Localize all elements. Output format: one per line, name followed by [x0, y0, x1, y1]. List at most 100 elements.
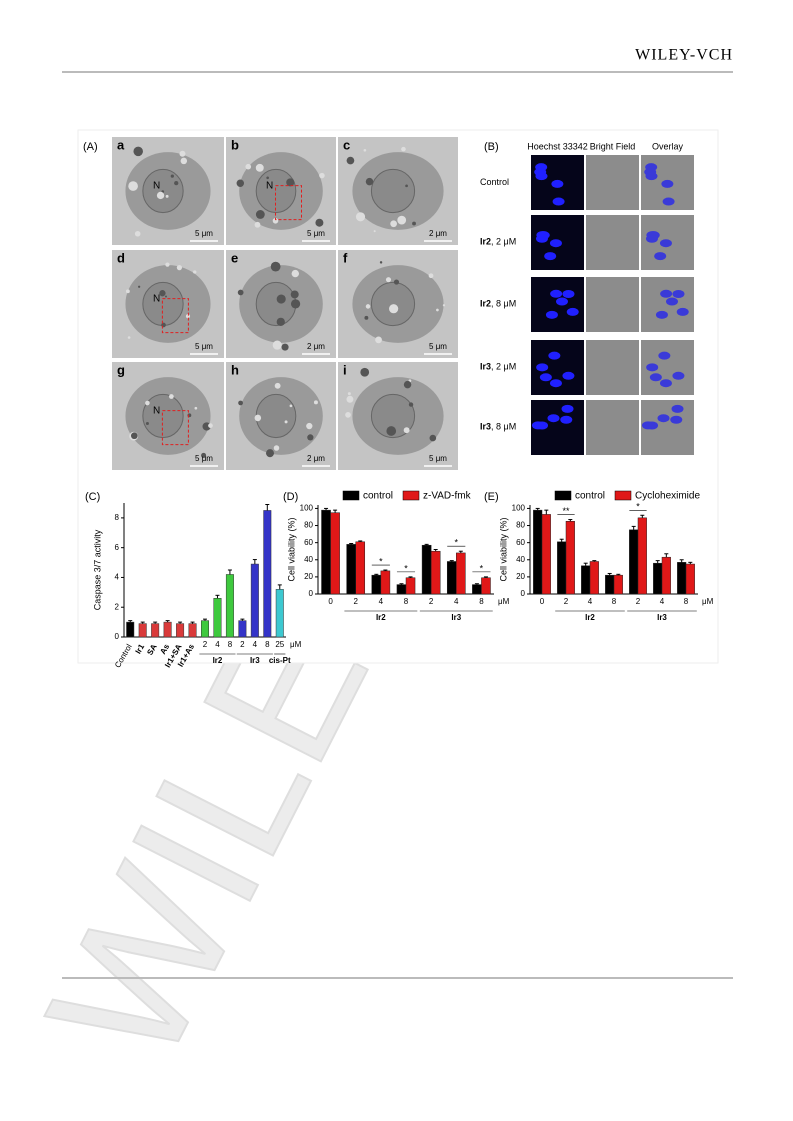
- y-tick-label: 0: [309, 589, 314, 598]
- nucleus-shape: [370, 393, 416, 439]
- organelle: [161, 322, 166, 328]
- organelle: [133, 146, 143, 157]
- zoom-box: [161, 298, 189, 334]
- stained-nucleus: [550, 289, 563, 298]
- bar: [446, 561, 457, 595]
- scale-label: 5 μm: [195, 229, 213, 238]
- y-tick-label: 60: [516, 538, 525, 547]
- zoom-box: [275, 185, 302, 221]
- stained-nucleus: [671, 404, 684, 413]
- organelle: [127, 336, 131, 339]
- stained-nucleus: [535, 163, 548, 172]
- bar: [605, 574, 615, 595]
- stained-nucleus: [646, 363, 659, 372]
- x-tick-label: 2: [429, 597, 434, 606]
- bar: [661, 556, 671, 595]
- organelle: [360, 367, 370, 377]
- y-axis-label: Cell viability (%): [286, 517, 296, 581]
- bar: [330, 512, 340, 595]
- bar: [371, 574, 382, 595]
- organelle: [319, 172, 325, 179]
- organelle: [307, 434, 314, 441]
- x-tick-label: 2: [353, 597, 358, 606]
- y-axis-label: Cell viability (%): [498, 517, 508, 581]
- bar: [456, 552, 466, 595]
- organelle: [201, 452, 207, 458]
- scale-label: 5 μm: [429, 454, 447, 463]
- organelle: [266, 176, 269, 180]
- organelle: [145, 400, 150, 406]
- organelle: [346, 395, 354, 403]
- organelle: [345, 412, 351, 418]
- organelle: [272, 340, 282, 350]
- bar: [581, 565, 591, 595]
- micrograph: [586, 340, 639, 395]
- organelle: [276, 317, 285, 326]
- stained-nucleus: [654, 252, 667, 261]
- stained-nucleus: [660, 289, 673, 298]
- stained-nucleus: [562, 289, 575, 298]
- organelle: [363, 148, 367, 152]
- stained-nucleus: [547, 414, 560, 423]
- scale-label: 2 μm: [429, 229, 447, 238]
- y-tick-label: 40: [304, 555, 313, 564]
- y-tick-label: 80: [516, 521, 525, 530]
- stained-nucleus: [645, 172, 658, 181]
- bar: [653, 562, 663, 595]
- scale-label: 5 μm: [195, 454, 213, 463]
- image-label: c: [343, 137, 350, 152]
- x-tick-label: 2: [203, 640, 208, 649]
- stained-nucleus: [535, 172, 548, 181]
- organelle: [306, 422, 313, 430]
- bar: [405, 577, 416, 595]
- y-tick-label: 8: [115, 513, 120, 522]
- stained-nucleus: [659, 239, 672, 248]
- row-label: Ir3, 8 μM: [480, 422, 516, 432]
- nucleus-shape: [370, 168, 416, 214]
- organelle: [281, 343, 289, 351]
- image-label: e: [231, 250, 238, 265]
- x-tick-label: 2: [564, 597, 569, 606]
- stained-nucleus: [645, 234, 658, 243]
- micrograph: [586, 215, 639, 270]
- nucleus-shape: [142, 281, 184, 327]
- organelle: [156, 191, 165, 200]
- legend-label: control: [363, 491, 393, 502]
- stained-nucleus: [670, 415, 683, 424]
- organelle: [393, 279, 400, 285]
- organelle: [255, 163, 264, 172]
- group-label: Ir2: [376, 613, 386, 622]
- organelle: [179, 150, 186, 157]
- organelle: [386, 426, 397, 436]
- organelle: [291, 269, 300, 278]
- x-tick-label: 8: [228, 640, 233, 649]
- panel-label: (E): [484, 491, 499, 503]
- bar: [637, 517, 647, 595]
- organelle: [290, 290, 299, 299]
- y-tick-label: 20: [516, 572, 525, 581]
- y-tick-label: 20: [304, 572, 313, 581]
- organelle: [405, 184, 408, 188]
- organelle: [276, 294, 286, 304]
- scale-label: 5 μm: [429, 342, 447, 351]
- bar: [533, 509, 543, 595]
- column-header: Overlay: [652, 141, 684, 151]
- y-tick-label: 80: [304, 521, 313, 530]
- compound: Ir2: [480, 237, 491, 247]
- organelle: [165, 262, 170, 267]
- bar: [421, 544, 432, 595]
- dose: , 8 μM: [491, 422, 516, 432]
- bar: [263, 510, 272, 638]
- organelle: [364, 315, 369, 320]
- stained-nucleus: [544, 252, 557, 261]
- y-tick-label: 4: [115, 573, 120, 582]
- stained-nucleus: [536, 363, 549, 372]
- organelle: [265, 449, 275, 458]
- publisher: WILEY-VCH: [635, 47, 733, 64]
- organelle: [273, 445, 280, 451]
- organelle: [125, 289, 130, 294]
- organelle: [194, 406, 198, 410]
- group-label: Ir3: [657, 613, 667, 622]
- organelle: [180, 157, 188, 165]
